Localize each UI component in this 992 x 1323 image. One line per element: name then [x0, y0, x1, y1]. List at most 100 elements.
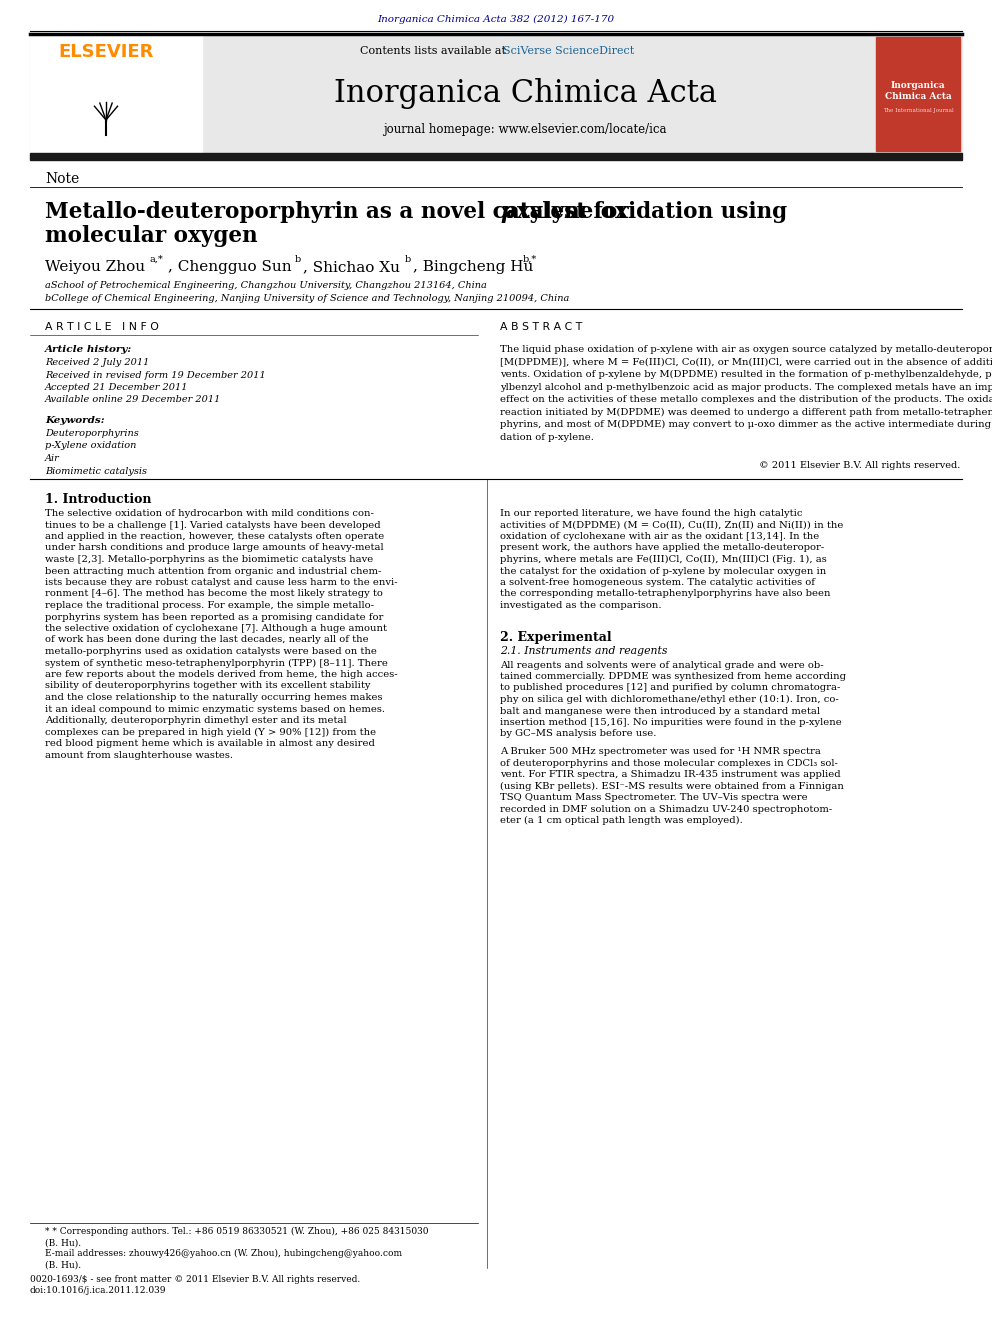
Text: vents. Oxidation of p-xylene by M(DPDME) resulted in the formation of p-methylbe: vents. Oxidation of p-xylene by M(DPDME)… — [500, 370, 992, 380]
Text: molecular oxygen: molecular oxygen — [45, 225, 258, 247]
Text: vent. For FTIR spectra, a Shimadzu IR-435 instrument was applied: vent. For FTIR spectra, a Shimadzu IR-43… — [500, 770, 840, 779]
Text: doi:10.1016/j.ica.2011.12.039: doi:10.1016/j.ica.2011.12.039 — [30, 1286, 167, 1295]
Text: investigated as the comparison.: investigated as the comparison. — [500, 601, 662, 610]
Text: ronment [4–6]. The method has become the most likely strategy to: ronment [4–6]. The method has become the… — [45, 590, 383, 598]
Text: activities of M(DPDME) (M = Co(II), Cu(II), Zn(II) and Ni(II)) in the: activities of M(DPDME) (M = Co(II), Cu(I… — [500, 520, 843, 529]
Text: amount from slaughterhouse wastes.: amount from slaughterhouse wastes. — [45, 750, 233, 759]
Text: to published procedures [12] and purified by column chromatogra-: to published procedures [12] and purifie… — [500, 684, 840, 692]
Bar — [876, 37, 960, 151]
Text: a,*: a,* — [150, 255, 164, 265]
Text: porphyrins system has been reported as a promising candidate for: porphyrins system has been reported as a… — [45, 613, 383, 622]
Text: journal homepage: www.elsevier.com/locate/ica: journal homepage: www.elsevier.com/locat… — [383, 123, 667, 136]
Text: b,*: b,* — [523, 255, 538, 265]
Text: Additionally, deuteroporphyrin dimethyl ester and its metal: Additionally, deuteroporphyrin dimethyl … — [45, 716, 346, 725]
Text: system of synthetic meso-tetraphenylporphyrin (TPP) [8–11]. There: system of synthetic meso-tetraphenylporp… — [45, 659, 388, 668]
Text: phyrins, where metals are Fe(III)Cl, Co(II), Mn(III)Cl (Fig. 1), as: phyrins, where metals are Fe(III)Cl, Co(… — [500, 556, 826, 564]
Text: (B. Hu).: (B. Hu). — [45, 1261, 81, 1270]
Text: oxidation of cyclohexane with air as the oxidant [13,14]. In the: oxidation of cyclohexane with air as the… — [500, 532, 819, 541]
Text: TSQ Quantum Mass Spectrometer. The UV–Vis spectra were: TSQ Quantum Mass Spectrometer. The UV–Vi… — [500, 792, 807, 802]
Text: Air: Air — [45, 454, 60, 463]
Text: bCollege of Chemical Engineering, Nanjing University of Science and Technology, : bCollege of Chemical Engineering, Nanjin… — [45, 294, 569, 303]
Text: Article history:: Article history: — [45, 345, 132, 355]
Text: complexes can be prepared in high yield (Y > 90% [12]) from the: complexes can be prepared in high yield … — [45, 728, 376, 737]
Text: ists because they are robust catalyst and cause less harm to the envi-: ists because they are robust catalyst an… — [45, 578, 398, 587]
Text: a solvent-free homogeneous system. The catalytic activities of: a solvent-free homogeneous system. The c… — [500, 578, 815, 587]
Text: , Bingcheng Hu: , Bingcheng Hu — [413, 261, 534, 274]
Text: aSchool of Petrochemical Engineering, Changzhou University, Changzhou 213164, Ch: aSchool of Petrochemical Engineering, Ch… — [45, 280, 487, 290]
Text: Note: Note — [45, 172, 79, 187]
Text: by GC–MS analysis before use.: by GC–MS analysis before use. — [500, 729, 657, 738]
Text: 1. Introduction: 1. Introduction — [45, 493, 152, 505]
Text: © 2011 Elsevier B.V. All rights reserved.: © 2011 Elsevier B.V. All rights reserved… — [759, 460, 960, 470]
Text: (using KBr pellets). ESI⁻-MS results were obtained from a Finnigan: (using KBr pellets). ESI⁻-MS results wer… — [500, 782, 844, 791]
Text: the corresponding metallo-tetraphenylporphyrins have also been: the corresponding metallo-tetraphenylpor… — [500, 590, 830, 598]
Text: E-mail addresses: zhouwy426@yahoo.cn (W. Zhou), hubingcheng@yahoo.com: E-mail addresses: zhouwy426@yahoo.cn (W.… — [45, 1249, 402, 1258]
Text: sibility of deuteroporphyrins together with its excellent stability: sibility of deuteroporphyrins together w… — [45, 681, 370, 691]
Text: Received 2 July 2011: Received 2 July 2011 — [45, 359, 150, 366]
Text: red blood pigment heme which is available in almost any desired: red blood pigment heme which is availabl… — [45, 740, 375, 747]
Text: reaction initiated by M(DPDME) was deemed to undergo a different path from metal: reaction initiated by M(DPDME) was deeme… — [500, 407, 992, 417]
Bar — [30, 34, 962, 153]
Text: been attracting much attention from organic and industrial chem-: been attracting much attention from orga… — [45, 566, 381, 576]
Text: -xylene oxidation using: -xylene oxidation using — [508, 201, 787, 224]
Text: Available online 29 December 2011: Available online 29 December 2011 — [45, 396, 221, 405]
Text: A R T I C L E   I N F O: A R T I C L E I N F O — [45, 321, 159, 332]
Text: [M(DPDME)], where M = Fe(III)Cl, Co(II), or Mn(III)Cl, were carried out in the a: [M(DPDME)], where M = Fe(III)Cl, Co(II),… — [500, 357, 992, 366]
Text: Received in revised form 19 December 2011: Received in revised form 19 December 201… — [45, 370, 266, 380]
Text: Accepted 21 December 2011: Accepted 21 December 2011 — [45, 382, 188, 392]
Text: the selective oxidation of cyclohexane [7]. Although a huge amount: the selective oxidation of cyclohexane [… — [45, 624, 387, 632]
Text: p-Xylene oxidation: p-Xylene oxidation — [45, 442, 136, 451]
Text: p: p — [500, 201, 515, 224]
Text: SciVerse ScienceDirect: SciVerse ScienceDirect — [503, 46, 634, 56]
Text: All reagents and solvents were of analytical grade and were ob-: All reagents and solvents were of analyt… — [500, 660, 823, 669]
Text: dation of p-xylene.: dation of p-xylene. — [500, 433, 594, 442]
Text: it an ideal compound to mimic enzymatic systems based on hemes.: it an ideal compound to mimic enzymatic … — [45, 705, 385, 713]
Text: and applied in the reaction, however, these catalysts often operate: and applied in the reaction, however, th… — [45, 532, 384, 541]
Text: tained commercially. DPDME was synthesized from heme according: tained commercially. DPDME was synthesiz… — [500, 672, 846, 681]
Text: of deuteroporphyrins and those molecular complexes in CDCl₃ sol-: of deuteroporphyrins and those molecular… — [500, 758, 838, 767]
Text: 2. Experimental: 2. Experimental — [500, 631, 612, 643]
Text: The International Journal: The International Journal — [883, 108, 953, 112]
Text: Metallo-deuteroporphyrin as a novel catalyst for: Metallo-deuteroporphyrin as a novel cata… — [45, 201, 636, 224]
Text: ELSEVIER: ELSEVIER — [59, 44, 154, 61]
Text: , Chengguo Sun: , Chengguo Sun — [168, 261, 292, 274]
Text: (B. Hu).: (B. Hu). — [45, 1240, 81, 1248]
Text: The liquid phase oxidation of p-xylene with air as oxygen source catalyzed by me: The liquid phase oxidation of p-xylene w… — [500, 345, 992, 355]
Text: recorded in DMF solution on a Shimadzu UV-240 spectrophotom-: recorded in DMF solution on a Shimadzu U… — [500, 804, 832, 814]
Text: the catalyst for the oxidation of p-xylene by molecular oxygen in: the catalyst for the oxidation of p-xyle… — [500, 566, 826, 576]
Text: b: b — [295, 255, 302, 265]
Text: Keywords:: Keywords: — [45, 415, 104, 425]
Text: balt and manganese were then introduced by a standard metal: balt and manganese were then introduced … — [500, 706, 820, 716]
Bar — [30, 153, 962, 160]
Text: Inorganica Chimica Acta: Inorganica Chimica Acta — [333, 78, 716, 108]
Text: Weiyou Zhou: Weiyou Zhou — [45, 261, 145, 274]
Text: ylbenzyl alcohol and p-methylbenzoic acid as major products. The complexed metal: ylbenzyl alcohol and p-methylbenzoic aci… — [500, 382, 992, 392]
Text: Deuteroporphyrins: Deuteroporphyrins — [45, 429, 139, 438]
Text: 2.1. Instruments and reagents: 2.1. Instruments and reagents — [500, 647, 668, 656]
Text: metallo-porphyrins used as oxidation catalysts were based on the: metallo-porphyrins used as oxidation cat… — [45, 647, 377, 656]
Text: are few reports about the models derived from heme, the high acces-: are few reports about the models derived… — [45, 669, 398, 679]
Text: effect on the activities of these metallo complexes and the distribution of the : effect on the activities of these metall… — [500, 396, 992, 404]
Text: of work has been done during the last decades, nearly all of the: of work has been done during the last de… — [45, 635, 369, 644]
Text: Inorganica Chimica Acta 382 (2012) 167-170: Inorganica Chimica Acta 382 (2012) 167-1… — [377, 15, 615, 24]
Text: The selective oxidation of hydrocarbon with mild conditions con-: The selective oxidation of hydrocarbon w… — [45, 509, 374, 519]
Text: under harsh conditions and produce large amounts of heavy-metal: under harsh conditions and produce large… — [45, 544, 384, 553]
Text: Inorganica
Chimica Acta: Inorganica Chimica Acta — [885, 81, 951, 101]
Text: present work, the authors have applied the metallo-deuteropor-: present work, the authors have applied t… — [500, 544, 824, 553]
Text: Biomimetic catalysis: Biomimetic catalysis — [45, 467, 147, 475]
Text: 0020-1693/$ - see front matter © 2011 Elsevier B.V. All rights reserved.: 0020-1693/$ - see front matter © 2011 El… — [30, 1275, 360, 1285]
Text: b: b — [405, 255, 412, 265]
Text: , Shichao Xu: , Shichao Xu — [303, 261, 400, 274]
Text: A Bruker 500 MHz spectrometer was used for ¹H NMR spectra: A Bruker 500 MHz spectrometer was used f… — [500, 747, 820, 755]
Text: tinues to be a challenge [1]. Varied catalysts have been developed: tinues to be a challenge [1]. Varied cat… — [45, 520, 381, 529]
Text: phy on silica gel with dichloromethane/ethyl ether (10:1). Iron, co-: phy on silica gel with dichloromethane/e… — [500, 695, 839, 704]
Text: eter (a 1 cm optical path length was employed).: eter (a 1 cm optical path length was emp… — [500, 816, 743, 826]
Text: insertion method [15,16]. No impurities were found in the p-xylene: insertion method [15,16]. No impurities … — [500, 718, 842, 728]
Text: In our reported literature, we have found the high catalytic: In our reported literature, we have foun… — [500, 509, 803, 519]
Text: * * Corresponding authors. Tel.: +86 0519 86330521 (W. Zhou), +86 025 84315030: * * Corresponding authors. Tel.: +86 051… — [45, 1226, 429, 1236]
Text: and the close relationship to the naturally occurring hemes makes: and the close relationship to the natura… — [45, 693, 383, 703]
Text: waste [2,3]. Metallo-porphyrins as the biomimetic catalysts have: waste [2,3]. Metallo-porphyrins as the b… — [45, 556, 373, 564]
Bar — [30, 34, 202, 153]
Text: phyrins, and most of M(DPDME) may convert to μ-oxo dimmer as the active intermed: phyrins, and most of M(DPDME) may conver… — [500, 419, 992, 429]
Text: Contents lists available at: Contents lists available at — [360, 46, 510, 56]
